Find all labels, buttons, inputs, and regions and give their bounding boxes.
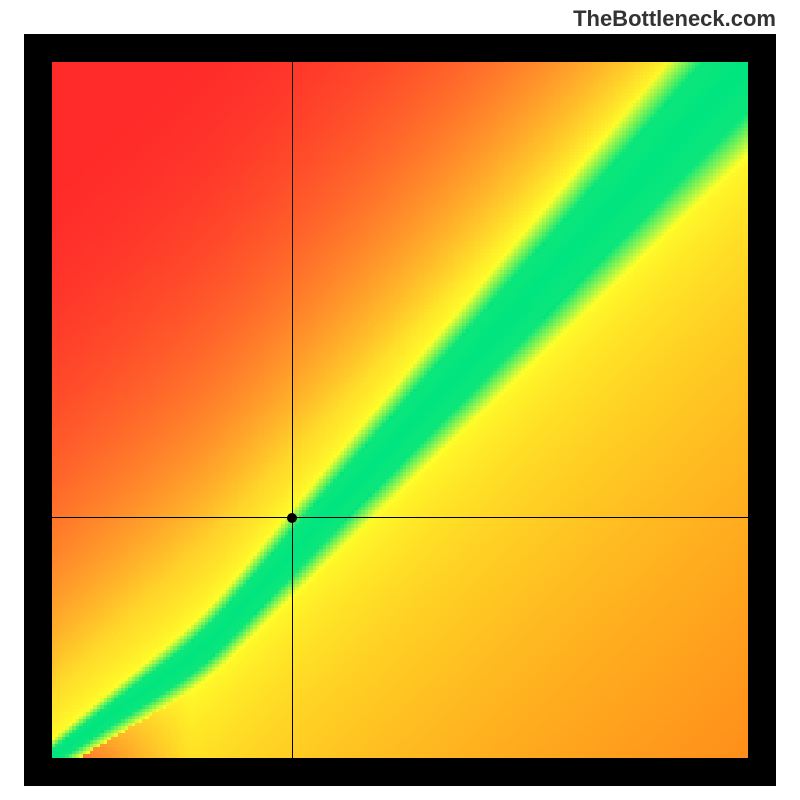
crosshair-horizontal-line [52, 517, 748, 518]
crosshair-vertical-line [292, 62, 293, 758]
marker-dot [287, 513, 297, 523]
heatmap-canvas-region [52, 62, 748, 758]
heatmap-canvas [52, 62, 748, 758]
watermark-text: TheBottleneck.com [573, 6, 776, 32]
